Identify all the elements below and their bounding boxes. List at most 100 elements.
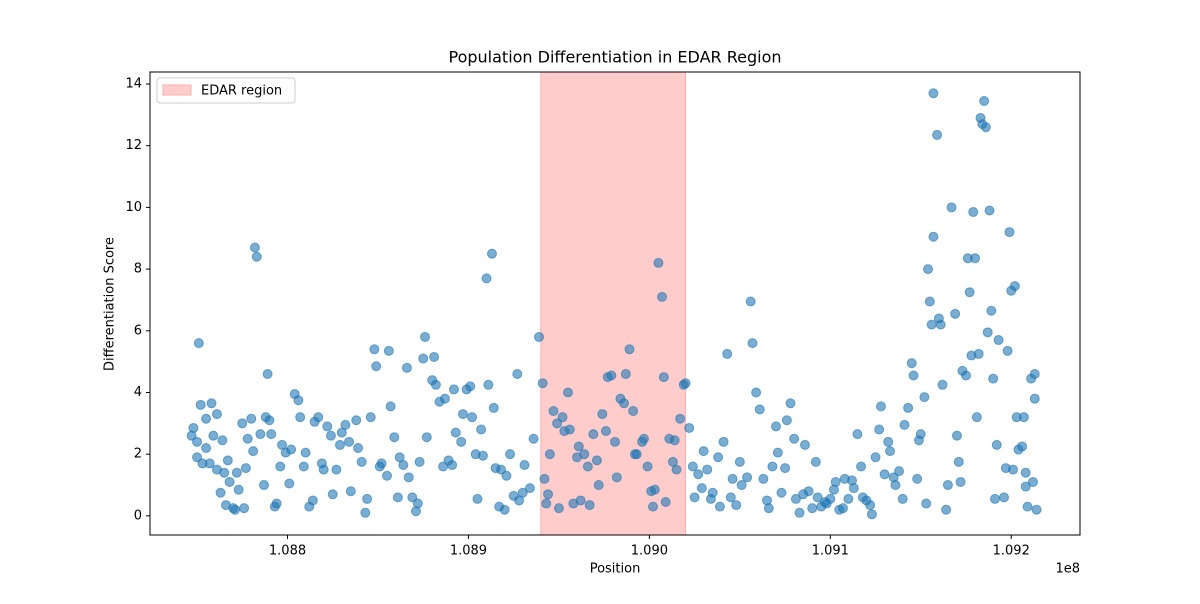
point xyxy=(1031,504,1042,515)
point xyxy=(955,476,966,487)
point xyxy=(534,331,545,342)
point xyxy=(610,436,620,447)
point xyxy=(698,446,709,457)
point xyxy=(908,370,919,381)
point xyxy=(362,493,373,504)
y-tick-label: 12 xyxy=(125,138,142,153)
point xyxy=(776,487,787,498)
point xyxy=(539,473,550,484)
point xyxy=(935,319,946,330)
point xyxy=(649,484,660,495)
point xyxy=(258,480,269,491)
point xyxy=(557,412,568,423)
point xyxy=(912,473,923,484)
point xyxy=(356,456,367,467)
point xyxy=(722,348,733,359)
point xyxy=(264,415,275,426)
point xyxy=(593,480,604,491)
point xyxy=(890,480,901,491)
point xyxy=(988,373,999,384)
point xyxy=(866,509,877,520)
point xyxy=(803,486,814,497)
point xyxy=(696,483,707,494)
point xyxy=(505,449,516,460)
point xyxy=(1027,476,1038,487)
x-tick-label: 1.091 xyxy=(812,544,849,559)
point xyxy=(403,472,414,483)
point xyxy=(979,95,990,106)
legend-label: EDAR region xyxy=(201,84,282,99)
point xyxy=(284,478,295,489)
point xyxy=(745,296,756,307)
point xyxy=(837,503,848,514)
point xyxy=(439,393,450,404)
point xyxy=(486,248,497,259)
point xyxy=(293,395,304,406)
point xyxy=(195,399,206,410)
point xyxy=(631,449,642,460)
point xyxy=(353,443,364,454)
y-tick-label: 0 xyxy=(134,508,142,523)
point xyxy=(591,455,602,466)
point xyxy=(543,489,554,500)
point xyxy=(657,291,668,302)
point xyxy=(430,379,441,390)
point xyxy=(458,409,469,420)
point xyxy=(953,456,964,467)
point xyxy=(937,379,948,390)
point xyxy=(734,456,745,467)
point xyxy=(767,461,778,472)
point xyxy=(810,456,821,467)
point xyxy=(519,459,530,470)
point xyxy=(537,378,548,389)
point xyxy=(239,503,250,514)
point xyxy=(327,489,338,500)
point xyxy=(230,504,241,515)
point xyxy=(727,473,738,484)
point xyxy=(217,435,228,446)
point xyxy=(923,264,934,275)
point xyxy=(772,447,783,458)
point xyxy=(345,486,356,497)
point xyxy=(584,500,595,511)
x-tick-label: 1.090 xyxy=(631,544,668,559)
point xyxy=(781,415,792,426)
point xyxy=(262,368,273,379)
point xyxy=(275,461,286,472)
point xyxy=(718,436,729,447)
point xyxy=(421,432,432,443)
point xyxy=(899,419,910,430)
point xyxy=(647,501,658,512)
point xyxy=(541,498,552,509)
point xyxy=(999,492,1010,503)
point xyxy=(204,458,215,469)
point xyxy=(597,409,608,420)
point xyxy=(231,467,242,478)
point xyxy=(968,207,979,218)
point xyxy=(984,205,995,216)
point xyxy=(412,498,423,509)
point xyxy=(660,496,671,507)
point xyxy=(946,202,957,213)
point xyxy=(456,436,467,447)
point xyxy=(600,426,611,437)
point xyxy=(714,501,725,512)
point xyxy=(848,483,859,494)
y-tick-label: 2 xyxy=(134,447,142,462)
point xyxy=(906,358,917,369)
point xyxy=(266,429,277,440)
point xyxy=(188,422,199,433)
point xyxy=(271,498,282,509)
x-tick-label: 1.088 xyxy=(269,544,306,559)
point xyxy=(919,392,930,403)
point xyxy=(707,487,718,498)
point xyxy=(249,242,260,253)
point xyxy=(973,348,984,359)
plot-area: 1.088 1.089 1.090 1.091 1.092 0 2 4 6 8 10 12 14 EDAR… xyxy=(125,71,1081,559)
point xyxy=(1029,393,1040,404)
point xyxy=(392,492,403,503)
point xyxy=(582,461,593,472)
point xyxy=(1020,481,1031,492)
point xyxy=(201,443,212,454)
point xyxy=(950,308,961,319)
